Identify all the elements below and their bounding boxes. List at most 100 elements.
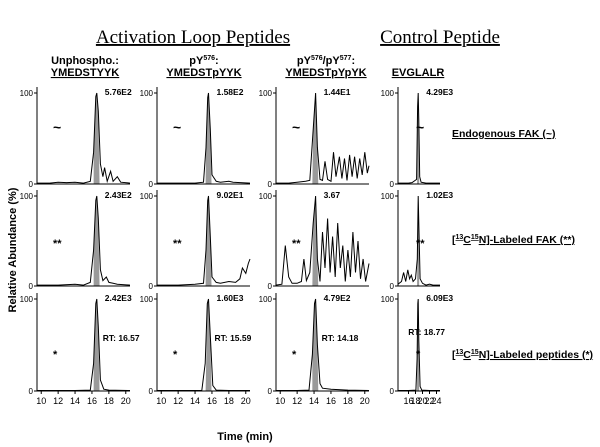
x-tick-label: 18 xyxy=(410,396,420,406)
chromatogram-trace xyxy=(276,92,370,184)
y-tick-label: 100 xyxy=(259,192,273,201)
peak-area xyxy=(312,93,319,184)
row-label-text: [ xyxy=(452,349,456,361)
chromatogram-panel: 0 100 ** 1.02E3 xyxy=(381,190,453,291)
row-label-text: N]-Labeled peptides (*) xyxy=(479,349,593,361)
panel-marker: ~ xyxy=(292,119,300,135)
chromatogram-panel: 0 100 ** 3.67 xyxy=(259,190,370,291)
section-title-control: Control Peptide xyxy=(380,27,500,48)
panel-marker: ~ xyxy=(53,119,61,135)
row-label-text: Endogenous FAK (~) xyxy=(452,128,556,140)
row-label-sup: 15 xyxy=(471,234,479,241)
row-label-sup: 13 xyxy=(456,234,464,241)
chromatogram-panel: 0 100 ~4.29E3 xyxy=(381,87,453,189)
y-tick-label: 100 xyxy=(140,89,154,98)
x-tick-label: 24 xyxy=(431,396,441,406)
intensity-label: 4.29E3 xyxy=(426,87,453,97)
chromatogram-trace xyxy=(157,298,250,391)
chromatogram-trace xyxy=(37,298,131,391)
x-tick-label: 18 xyxy=(224,396,234,406)
x-tick-label: 18 xyxy=(343,396,353,406)
row-label-text: N]-Labeled FAK (**) xyxy=(479,234,575,246)
chromatogram-trace xyxy=(398,298,440,391)
x-tick-label: 20 xyxy=(360,396,370,406)
peak-area xyxy=(205,196,212,286)
chromatogram-trace xyxy=(157,195,251,286)
row-label-text: C xyxy=(463,234,471,246)
header-text: /pY xyxy=(323,55,341,67)
y-tick-label: 100 xyxy=(381,89,395,98)
chromatogram-panel: 0 100 ~1.44E1 xyxy=(259,87,370,189)
y-tick-label: 0 xyxy=(29,282,34,291)
x-tick-label: 12 xyxy=(292,396,302,406)
chromatogram-panels: 0100~5.76E20100~1.58E20100~1.44E10100~4.… xyxy=(20,87,453,406)
column-header-line2: YMEDSTpYpYK xyxy=(285,67,366,79)
y-tick-label: 0 xyxy=(268,282,273,291)
peak-area xyxy=(93,196,100,286)
retention-time-label: RT: 16.57 xyxy=(103,333,140,343)
chromatogram-trace xyxy=(276,298,370,391)
y-tick-label: 0 xyxy=(149,180,154,189)
x-tick-label: 22 xyxy=(424,396,434,406)
intensity-label: 1.58E2 xyxy=(216,87,243,97)
intensity-label: 3.67 xyxy=(324,190,341,200)
y-tick-label: 100 xyxy=(20,192,34,201)
retention-time-label: RT: 14.18 xyxy=(322,333,359,343)
panel-marker: * xyxy=(173,349,178,361)
x-tick-label: 20 xyxy=(417,396,427,406)
header-sup: 576 xyxy=(203,55,215,62)
y-tick-label: 0 xyxy=(268,180,273,189)
panel-marker: ** xyxy=(53,238,62,250)
intensity-label: 1.60E3 xyxy=(216,293,243,303)
y-tick-label: 100 xyxy=(259,89,273,98)
y-tick-label: 0 xyxy=(390,282,395,291)
section-title-activation: Activation Loop Peptides xyxy=(96,27,290,48)
x-tick-label: 16 xyxy=(403,396,413,406)
panel-marker: ~ xyxy=(416,119,424,135)
panel-marker: * xyxy=(292,349,297,361)
x-tick-label: 16 xyxy=(326,396,336,406)
intensity-label: 9.02E1 xyxy=(216,190,243,200)
chromatogram-panel: 0 100 10 12 14 16 18 20 * 2.42E3 RT: 16.57 xyxy=(20,293,140,406)
x-tick-label: 20 xyxy=(241,396,251,406)
x-tick-label: 10 xyxy=(275,396,285,406)
y-tick-label: 100 xyxy=(381,295,395,304)
header-sup: 576 xyxy=(311,55,323,62)
intensity-label: 4.79E2 xyxy=(324,293,351,303)
x-axis-label: Time (min) xyxy=(217,431,273,443)
y-tick-label: 0 xyxy=(149,387,154,396)
x-tick-label: 18 xyxy=(104,396,114,406)
header-text: Unphospho.: xyxy=(51,55,119,67)
header-text: : xyxy=(351,55,355,67)
y-tick-label: 0 xyxy=(29,387,34,396)
header-text: : xyxy=(215,55,219,67)
chromatogram-trace xyxy=(157,92,251,184)
chromatogram-panel: 0 100 10 12 14 16 18 20 * 4.79E2 RT: 14.18 xyxy=(259,293,370,406)
row-label-sup: 13 xyxy=(456,349,464,356)
row-label-sup: 15 xyxy=(471,349,479,356)
row-label-text: C xyxy=(463,349,471,361)
x-tick-label: 16 xyxy=(207,396,217,406)
intensity-label: 2.42E3 xyxy=(105,293,132,303)
chromatogram-panel: 0 100 10 12 14 16 18 20 * 1.60E3 RT: 15.59 xyxy=(140,293,252,406)
chromatogram-trace xyxy=(37,92,131,184)
intensity-label: 2.43E2 xyxy=(105,190,132,200)
x-tick-label: 14 xyxy=(309,396,319,406)
x-tick-label: 12 xyxy=(173,396,183,406)
panel-marker: ** xyxy=(173,238,182,250)
header-sup: 577 xyxy=(340,55,352,62)
column-header-line2: YMEDSTYYK xyxy=(51,67,120,79)
retention-time-label: RT: 15.59 xyxy=(214,333,251,343)
intensity-label: 1.44E1 xyxy=(324,87,351,97)
x-tick-label: 12 xyxy=(53,396,63,406)
x-tick-label: 20 xyxy=(121,396,131,406)
column-header-line2: YMEDSTpYYK xyxy=(166,67,241,79)
chromatogram-trace xyxy=(275,195,370,286)
x-tick-label: 14 xyxy=(190,396,200,406)
row-label: Endogenous FAK (~) xyxy=(452,128,556,140)
y-tick-label: 0 xyxy=(29,180,34,189)
y-tick-label: 0 xyxy=(390,180,395,189)
y-tick-label: 100 xyxy=(140,295,154,304)
intensity-label: 5.76E2 xyxy=(105,87,132,97)
